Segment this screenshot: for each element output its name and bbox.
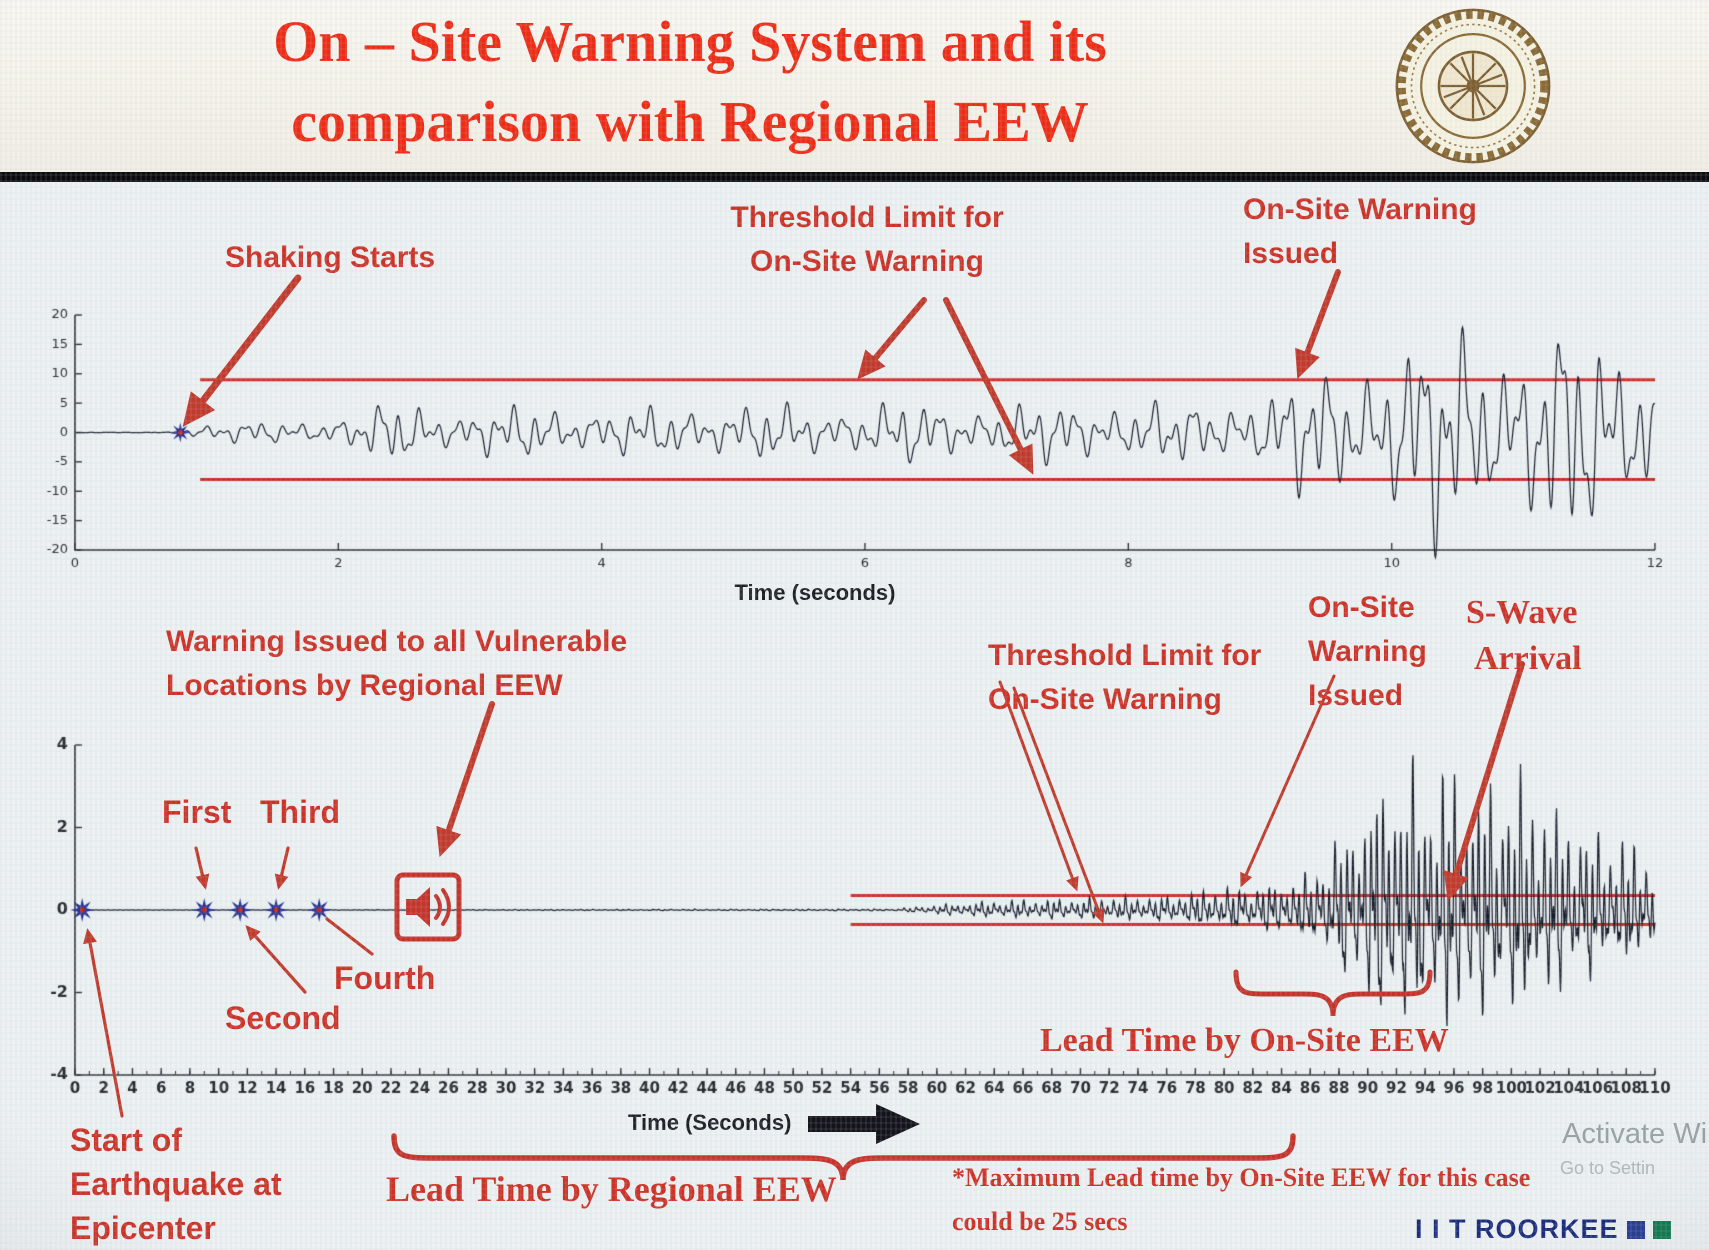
onsite-issued-top-line2: Issued [1243, 237, 1339, 270]
threshold-limit-bottom-line2: On-Site Warning [988, 683, 1222, 716]
footer-square-green [1652, 1220, 1671, 1239]
threshold-limit-label-bottom: Threshold Limit for On-Site Warning [988, 634, 1261, 722]
footer-brand-text: I I T ROORKEE [1415, 1214, 1619, 1244]
slide-header: On – Site Warning System and its compari… [0, 0, 1709, 172]
third-warning-label: Third [260, 794, 340, 830]
regional-warning-line1: Warning Issued to all Vulnerable [166, 625, 628, 658]
fourth-warning-label: Fourth [334, 960, 436, 996]
onsite-warning-issued-label-top: On-Site Warning Issued [1243, 188, 1477, 276]
shaking-starts-label: Shaking Starts [225, 241, 436, 274]
start-epicenter-line3: Epicenter [70, 1210, 216, 1246]
regional-warning-label: Warning Issued to all Vulnerable Locatio… [166, 620, 627, 708]
s-wave-line2: Arrival [1474, 640, 1582, 677]
start-epicenter-line1: Start of [70, 1122, 182, 1158]
regional-warning-line2: Locations by Regional EEW [166, 669, 563, 702]
seismogram-top-chart [30, 275, 1680, 595]
first-warning-label: First [162, 794, 232, 830]
slide-title: On – Site Warning System and its compari… [40, 2, 1340, 162]
threshold-limit-bottom-line1: Threshold Limit for [988, 639, 1262, 672]
onsite-issued-bottom-line3: Issued [1308, 679, 1404, 712]
second-warning-label: Second [225, 1000, 341, 1036]
regional-eew-warning-icon [393, 868, 463, 951]
start-epicenter-line2: Earthquake at [70, 1166, 282, 1202]
iit-roorkee-seal-icon [1395, 8, 1551, 164]
lead-time-onsite-label: Lead Time by On-Site EEW [1040, 1022, 1449, 1059]
onsite-issued-bottom-line2: Warning [1308, 635, 1427, 668]
lead-time-regional-label: Lead Time by Regional EEW [386, 1169, 837, 1209]
threshold-limit-top-line2: On-Site Warning [750, 245, 984, 278]
bottom-chart-xaxis-label: Time (Seconds) [628, 1110, 792, 1135]
start-epicenter-label: Start of Earthquake at Epicenter [70, 1118, 282, 1250]
threshold-limit-label-top: Threshold Limit for On-Site Warning [712, 196, 1022, 284]
onsite-issued-bottom-line1: On-Site [1308, 591, 1415, 624]
onsite-warning-issued-label-bottom: On-Site Warning Issued [1308, 586, 1427, 718]
s-wave-line1: S-Wave [1466, 594, 1578, 631]
slide-title-line1: On – Site Warning System and its [273, 9, 1107, 74]
footer-square-blue [1626, 1220, 1645, 1239]
onsite-issued-top-line1: On-Site Warning [1243, 193, 1477, 226]
siren-box-icon [394, 872, 462, 942]
activate-watermark-line2: Go to Settin [1560, 1158, 1656, 1178]
top-chart-xaxis-label: Time (seconds) [734, 580, 896, 605]
time-axis-arrow-icon [808, 1104, 920, 1144]
iit-roorkee-logo [1392, 5, 1554, 167]
s-wave-arrival-label: S-Wave Arrival [1466, 590, 1582, 682]
max-lead-time-note-line2: could be 25 secs [952, 1207, 1128, 1236]
slide-title-line2: comparison with Regional EEW [291, 89, 1089, 154]
threshold-limit-top-line1: Threshold Limit for [730, 201, 1004, 234]
footer-brand: I I T ROORKEE [1415, 1214, 1671, 1245]
seismogram-bottom-chart [30, 700, 1690, 1105]
max-lead-time-note-line1: *Maximum Lead time by On-Site EEW for th… [952, 1163, 1531, 1192]
activate-watermark-line1: Activate Wi [1562, 1118, 1708, 1150]
header-divider [0, 172, 1709, 182]
